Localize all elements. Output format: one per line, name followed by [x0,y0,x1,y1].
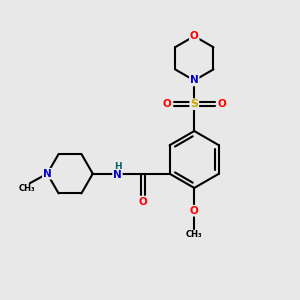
Text: CH₃: CH₃ [18,184,35,194]
Text: S: S [190,99,198,109]
Text: N: N [190,75,199,85]
Text: O: O [218,99,226,109]
Text: H: H [114,162,121,171]
Text: N: N [113,170,122,180]
Text: O: O [190,206,199,216]
Text: O: O [190,31,199,41]
Text: O: O [162,99,171,109]
Text: O: O [138,196,147,206]
Text: N: N [43,169,52,179]
Text: CH₃: CH₃ [186,230,202,239]
